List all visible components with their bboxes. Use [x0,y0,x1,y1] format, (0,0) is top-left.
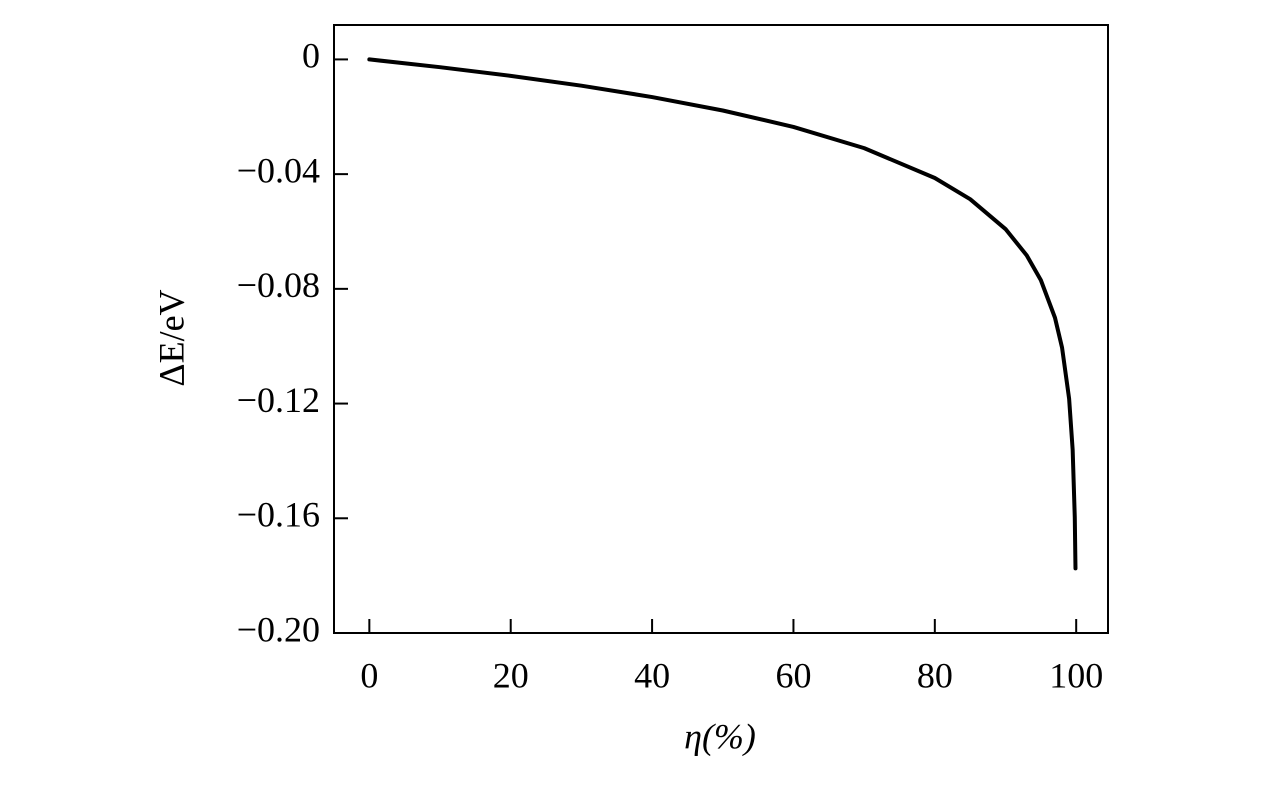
x-tick-label: 80 [917,655,953,695]
x-tick-label: 20 [493,655,529,695]
x-tick-label: 40 [634,655,670,695]
y-axis-label: ΔE/eV [151,289,191,386]
x-tick-label: 60 [775,655,811,695]
y-tick-label: −0.08 [237,265,320,305]
data-line [367,57,1078,571]
y-tick-label: −0.04 [237,150,320,190]
y-tick-label: 0 [302,36,320,76]
x-tick-label: 0 [360,655,378,695]
y-tick-label: −0.12 [237,380,320,420]
x-tick-label: 100 [1049,655,1103,695]
plot-frame [333,24,1109,634]
y-tick-label: −0.16 [237,495,320,535]
y-tick-label: −0.20 [237,609,320,649]
x-axis-label: η(%) [684,716,756,756]
